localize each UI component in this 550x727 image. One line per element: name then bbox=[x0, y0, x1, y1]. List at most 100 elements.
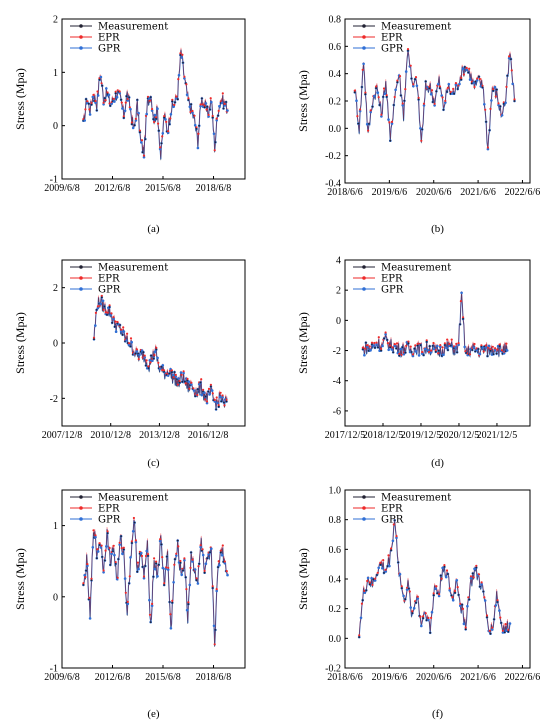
epr-point bbox=[86, 563, 89, 566]
gpr-point bbox=[129, 107, 132, 111]
gpr-point bbox=[126, 602, 130, 605]
measurement-point bbox=[129, 345, 132, 348]
epr-point bbox=[163, 582, 166, 585]
measurement-point bbox=[95, 109, 98, 112]
epr-point bbox=[94, 534, 97, 537]
epr-point bbox=[430, 616, 433, 620]
gpr-point bbox=[475, 78, 479, 82]
gpr-point bbox=[113, 553, 116, 557]
x-tick-label: 2015/6/8 bbox=[145, 672, 181, 683]
gpr-point bbox=[156, 356, 159, 360]
epr-point bbox=[143, 354, 146, 357]
gpr-point bbox=[210, 389, 214, 392]
epr-point bbox=[157, 361, 160, 364]
epr-point bbox=[118, 541, 121, 544]
gpr-point bbox=[207, 553, 210, 556]
gpr-point bbox=[455, 579, 459, 582]
measurement-point bbox=[173, 371, 176, 373]
epr-point bbox=[159, 146, 162, 149]
epr-point bbox=[96, 548, 99, 551]
gpr-point bbox=[409, 606, 413, 609]
gpr-point bbox=[193, 568, 197, 571]
gpr-point bbox=[220, 553, 224, 557]
measurement-point bbox=[201, 97, 203, 100]
y-tick-label: -6 bbox=[333, 406, 341, 417]
measurement-point bbox=[463, 66, 466, 68]
gpr-point bbox=[469, 576, 473, 580]
gpr-point bbox=[208, 393, 211, 396]
measurement-point bbox=[155, 348, 158, 351]
measurement-point bbox=[486, 355, 489, 357]
gpr-point bbox=[380, 115, 383, 118]
gpr-point bbox=[204, 102, 208, 105]
gpr-point bbox=[402, 594, 405, 598]
epr-point bbox=[485, 614, 489, 617]
measurement-point bbox=[128, 96, 131, 99]
measurement-point bbox=[171, 601, 174, 604]
epr-point bbox=[199, 544, 202, 547]
epr-point bbox=[364, 347, 367, 350]
measurement-point bbox=[198, 124, 201, 127]
epr-point bbox=[100, 82, 103, 85]
epr-point bbox=[145, 359, 148, 362]
measurement-point bbox=[106, 532, 109, 534]
measurement-point bbox=[147, 555, 149, 557]
gpr-point bbox=[223, 561, 227, 565]
measurement-point bbox=[101, 556, 104, 558]
epr-point bbox=[126, 332, 129, 335]
epr-point bbox=[114, 90, 117, 93]
epr-point bbox=[177, 545, 180, 548]
measurement-point bbox=[437, 349, 440, 352]
epr-point bbox=[140, 554, 144, 558]
measurement-point bbox=[386, 339, 389, 341]
epr-point bbox=[141, 356, 144, 359]
y-axis-label: Stress (Mpa) bbox=[13, 68, 27, 130]
gpr-point bbox=[483, 103, 486, 106]
legend-label: GPR bbox=[381, 44, 404, 55]
gpr-point bbox=[362, 62, 365, 66]
measurement-point bbox=[499, 105, 502, 108]
measurement-point bbox=[131, 542, 133, 544]
epr-point bbox=[223, 404, 226, 407]
measurement-point bbox=[168, 601, 171, 603]
epr-point bbox=[376, 571, 379, 574]
measurement-point bbox=[495, 352, 498, 355]
gpr-point bbox=[129, 556, 132, 559]
gpr-point bbox=[375, 343, 378, 346]
plot-frame bbox=[344, 259, 531, 427]
epr-point bbox=[96, 305, 99, 308]
epr-point bbox=[219, 549, 222, 552]
measurement-point bbox=[149, 621, 152, 623]
measurement-point bbox=[500, 622, 503, 624]
gpr-point bbox=[193, 123, 197, 127]
gpr-point bbox=[498, 609, 501, 612]
epr-point bbox=[205, 400, 209, 403]
epr-point bbox=[375, 341, 378, 344]
measurement-point bbox=[155, 118, 158, 120]
gpr-point bbox=[148, 359, 152, 362]
measurement-point bbox=[178, 381, 181, 384]
epr-point bbox=[464, 626, 467, 629]
gpr-point bbox=[121, 552, 124, 556]
epr-point bbox=[387, 554, 390, 557]
gpr-point bbox=[138, 353, 141, 357]
gpr-point bbox=[183, 558, 186, 562]
measurement-point bbox=[133, 521, 136, 524]
measurement-point bbox=[477, 348, 480, 350]
measurement-point bbox=[431, 101, 434, 103]
gpr-point bbox=[161, 364, 165, 367]
measurement-point bbox=[450, 594, 453, 597]
epr-point bbox=[377, 96, 380, 99]
gpr-point bbox=[442, 353, 445, 357]
epr-point bbox=[161, 135, 164, 138]
epr-point bbox=[497, 102, 500, 105]
measurement-point bbox=[163, 116, 166, 119]
epr-point bbox=[386, 342, 389, 345]
epr-point bbox=[499, 616, 502, 619]
gpr-point bbox=[399, 347, 403, 351]
measurement-point bbox=[195, 579, 198, 581]
legend-label: GPR bbox=[98, 44, 121, 55]
legend-label: EPR bbox=[381, 33, 403, 44]
